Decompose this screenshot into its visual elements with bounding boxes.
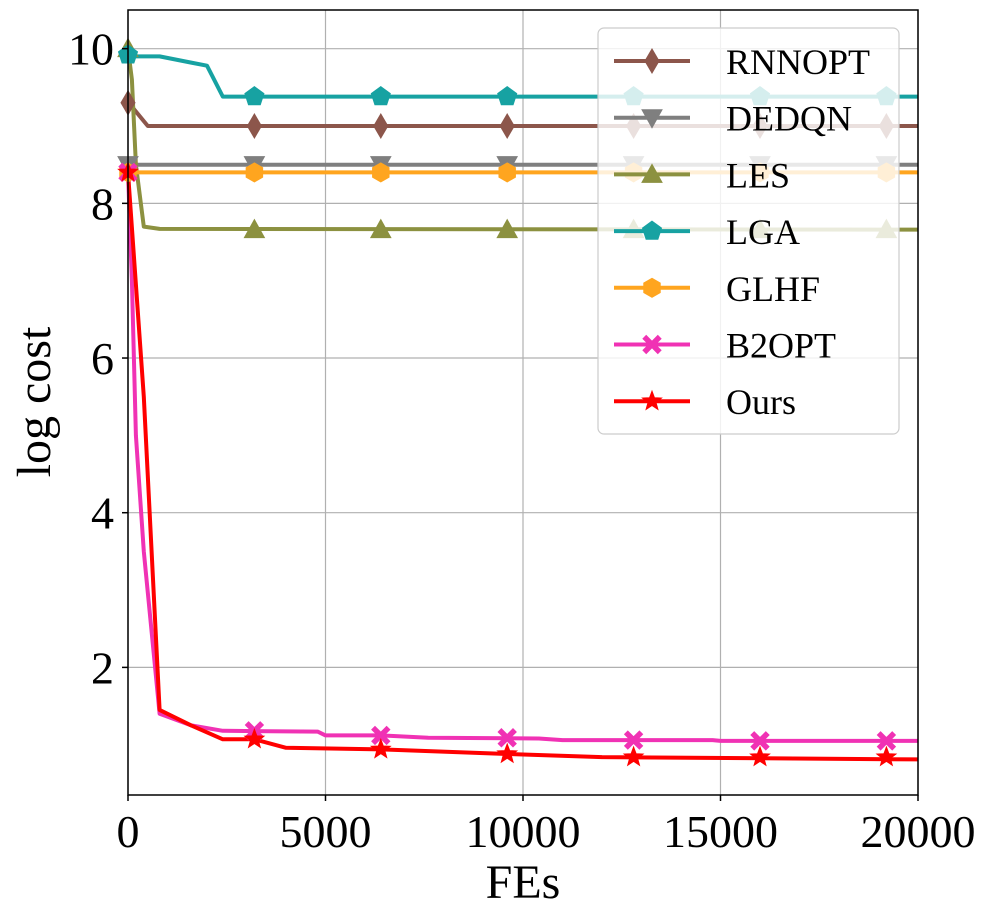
- legend: RNNOPT DEDQN LES LGA GLHF B2OPT Ours: [597, 27, 900, 435]
- marker-les: [243, 218, 266, 239]
- marker-glhf: [245, 162, 264, 183]
- legend-marker-rnnopt: [644, 48, 660, 74]
- marker-glhf: [372, 162, 390, 183]
- marker-lga: [497, 86, 518, 106]
- marker-b2opt: [876, 731, 897, 751]
- marker-ours: [749, 745, 771, 767]
- marker-ours: [243, 727, 266, 749]
- x-tick-label: 0: [117, 806, 140, 857]
- marker-rnnopt: [373, 113, 389, 140]
- legend-label-rnnopt: RNNOPT: [726, 42, 870, 82]
- marker-ours: [622, 745, 645, 767]
- legend-marker-ours: [641, 389, 663, 411]
- y-tick-label: 6: [91, 333, 114, 384]
- marker-b2opt: [750, 731, 770, 751]
- legend-marker-dedqn: [641, 109, 663, 129]
- marker-lga: [370, 86, 391, 106]
- marker-rnnopt: [499, 113, 515, 140]
- x-tick-label: 15000: [663, 806, 778, 857]
- y-tick-label: 8: [91, 178, 114, 229]
- legend-label-ours: Ours: [726, 382, 796, 422]
- x-tick-label: 20000: [861, 806, 976, 857]
- legend-marker-b2opt: [642, 334, 662, 355]
- marker-b2opt: [497, 728, 517, 748]
- y-tick-label: 4: [91, 488, 114, 539]
- series-line-b2opt: [126, 172, 918, 743]
- x-tick-label: 5000: [280, 806, 372, 857]
- marker-ours: [496, 742, 519, 764]
- marker-glhf: [498, 162, 516, 183]
- marker-les: [496, 218, 519, 239]
- y-tick-label: 2: [91, 642, 114, 693]
- legend-label-dedqn: DEDQN: [726, 99, 852, 139]
- marker-rnnopt: [246, 113, 262, 140]
- marker-les: [369, 218, 392, 239]
- legend-marker-les: [641, 163, 663, 183]
- marker-ours: [875, 745, 898, 767]
- legend-marker-glhf: [643, 277, 661, 298]
- legend-label-glhf: GLHF: [726, 269, 820, 309]
- legend-box: [597, 27, 900, 435]
- legend-label-b2opt: B2OPT: [726, 326, 836, 366]
- legend-marker-lga: [641, 220, 663, 240]
- marker-lga: [244, 86, 265, 106]
- marker-ours: [369, 737, 392, 759]
- axis-ticks: 0 5000 10000 15000 20000 2 4 6 8 10: [68, 24, 976, 857]
- legend-label-les: LES: [726, 155, 790, 195]
- marker-b2opt: [371, 725, 391, 746]
- y-axis-label: log cost: [8, 326, 61, 477]
- x-tick-label: 10000: [466, 806, 581, 857]
- legend-label-lga: LGA: [726, 212, 800, 252]
- x-axis-label: FEs: [486, 856, 561, 909]
- series-line-les: [126, 48, 919, 232]
- y-tick-label: 10: [68, 24, 114, 75]
- marker-b2opt: [623, 730, 644, 750]
